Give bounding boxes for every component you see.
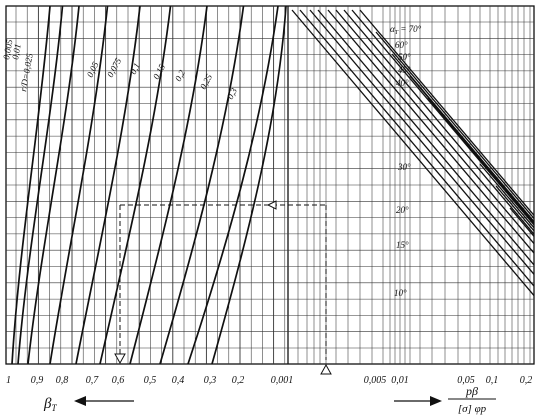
rd-series-label: 0,1 xyxy=(128,61,142,76)
alpha-series-label: 50° xyxy=(398,52,411,62)
alpha-line xyxy=(309,9,535,275)
rd-curve xyxy=(129,5,208,365)
left-tick-label: 0,9 xyxy=(31,375,44,386)
rd-curve xyxy=(11,5,51,365)
alpha-series-label: 20° xyxy=(396,205,409,215)
right-tick-label: 0,1 xyxy=(486,375,499,386)
rd-curve xyxy=(159,5,245,365)
right-tick-label: 0,01 xyxy=(391,375,409,386)
rd-series-label: 0,25 xyxy=(198,72,214,91)
alpha-series-label: 10° xyxy=(394,288,407,298)
rd-series-label: 0,3 xyxy=(225,86,239,101)
alpha-line xyxy=(291,9,535,297)
rd-curve xyxy=(17,5,64,365)
rd-curve xyxy=(75,5,141,365)
right-axis-denominator: [σ] φp xyxy=(458,403,487,415)
alpha-line xyxy=(317,9,535,266)
alpha-line xyxy=(463,141,535,226)
rd-series-label: 0,15 xyxy=(151,62,167,81)
alpha-series-label: 30° xyxy=(397,162,411,172)
alpha-line xyxy=(495,185,535,232)
rd-curve xyxy=(27,5,80,365)
axis-titles: βT pβ [σ] φp xyxy=(43,384,496,415)
beta-arrow-head xyxy=(74,396,86,406)
reading-guide xyxy=(114,200,332,375)
alpha-series-label: αT = 70° xyxy=(390,24,422,36)
right-panel-lines xyxy=(291,9,535,297)
alpha-line xyxy=(359,9,535,216)
rd-curve xyxy=(49,5,109,365)
left-tick-label: 0,7 xyxy=(86,375,100,386)
alpha-series-label: 40° xyxy=(396,78,409,88)
alpha-line xyxy=(327,9,535,254)
rd-series-label: 0,01 xyxy=(10,43,23,60)
alpha-line xyxy=(375,31,535,219)
left-tick-label: 0,001 xyxy=(271,375,294,386)
alpha-line xyxy=(479,163,535,229)
alpha-series-label: 15° xyxy=(396,240,409,250)
right-tick-label: 0,05 xyxy=(457,375,475,386)
guide-arrow-left xyxy=(266,200,277,210)
alpha-series-label: 45° xyxy=(398,65,411,75)
alpha-line xyxy=(509,207,535,237)
alpha-series-label: 60° xyxy=(395,40,408,50)
alpha-line xyxy=(335,9,535,245)
guide-arrow-down xyxy=(114,353,126,365)
rd-curve xyxy=(211,5,287,365)
rd-series-label: r/D=0,025 xyxy=(18,52,35,92)
right-tick-label: 0,2 xyxy=(520,375,533,386)
alpha-line xyxy=(343,9,535,235)
axis-tick-labels: 1 0,9 0,8 0,7 0,6 0,5 0,4 0,3 0,2 0,001 0,005 0,01 0… xyxy=(6,375,532,386)
right-axis-numerator: pβ xyxy=(465,384,478,398)
left-tick-label: 0,8 xyxy=(56,375,69,386)
rd-curve xyxy=(99,5,172,365)
right-arrow-head xyxy=(430,396,442,406)
guide-arrow-up xyxy=(320,363,332,375)
grid-lines xyxy=(5,5,535,365)
rd-curve xyxy=(187,5,279,365)
left-tick-label: 0,5 xyxy=(144,375,157,386)
left-tick-label: 0,2 xyxy=(232,375,245,386)
beta-axis-title: βT xyxy=(43,396,57,413)
rd-series-label: 0,2 xyxy=(173,68,187,83)
right-tick-label: 0,005 xyxy=(364,375,387,386)
left-tick-label: 0,4 xyxy=(172,375,185,386)
left-tick-label: 0,3 xyxy=(204,375,217,386)
rd-series-label: 0,005 xyxy=(1,38,14,60)
left-panel-curves xyxy=(11,5,287,365)
left-tick-label: 0,6 xyxy=(112,375,125,386)
alpha-line xyxy=(299,9,535,287)
left-tick-label: 1 xyxy=(6,375,11,386)
rd-series-label: 0,075 xyxy=(105,56,124,79)
